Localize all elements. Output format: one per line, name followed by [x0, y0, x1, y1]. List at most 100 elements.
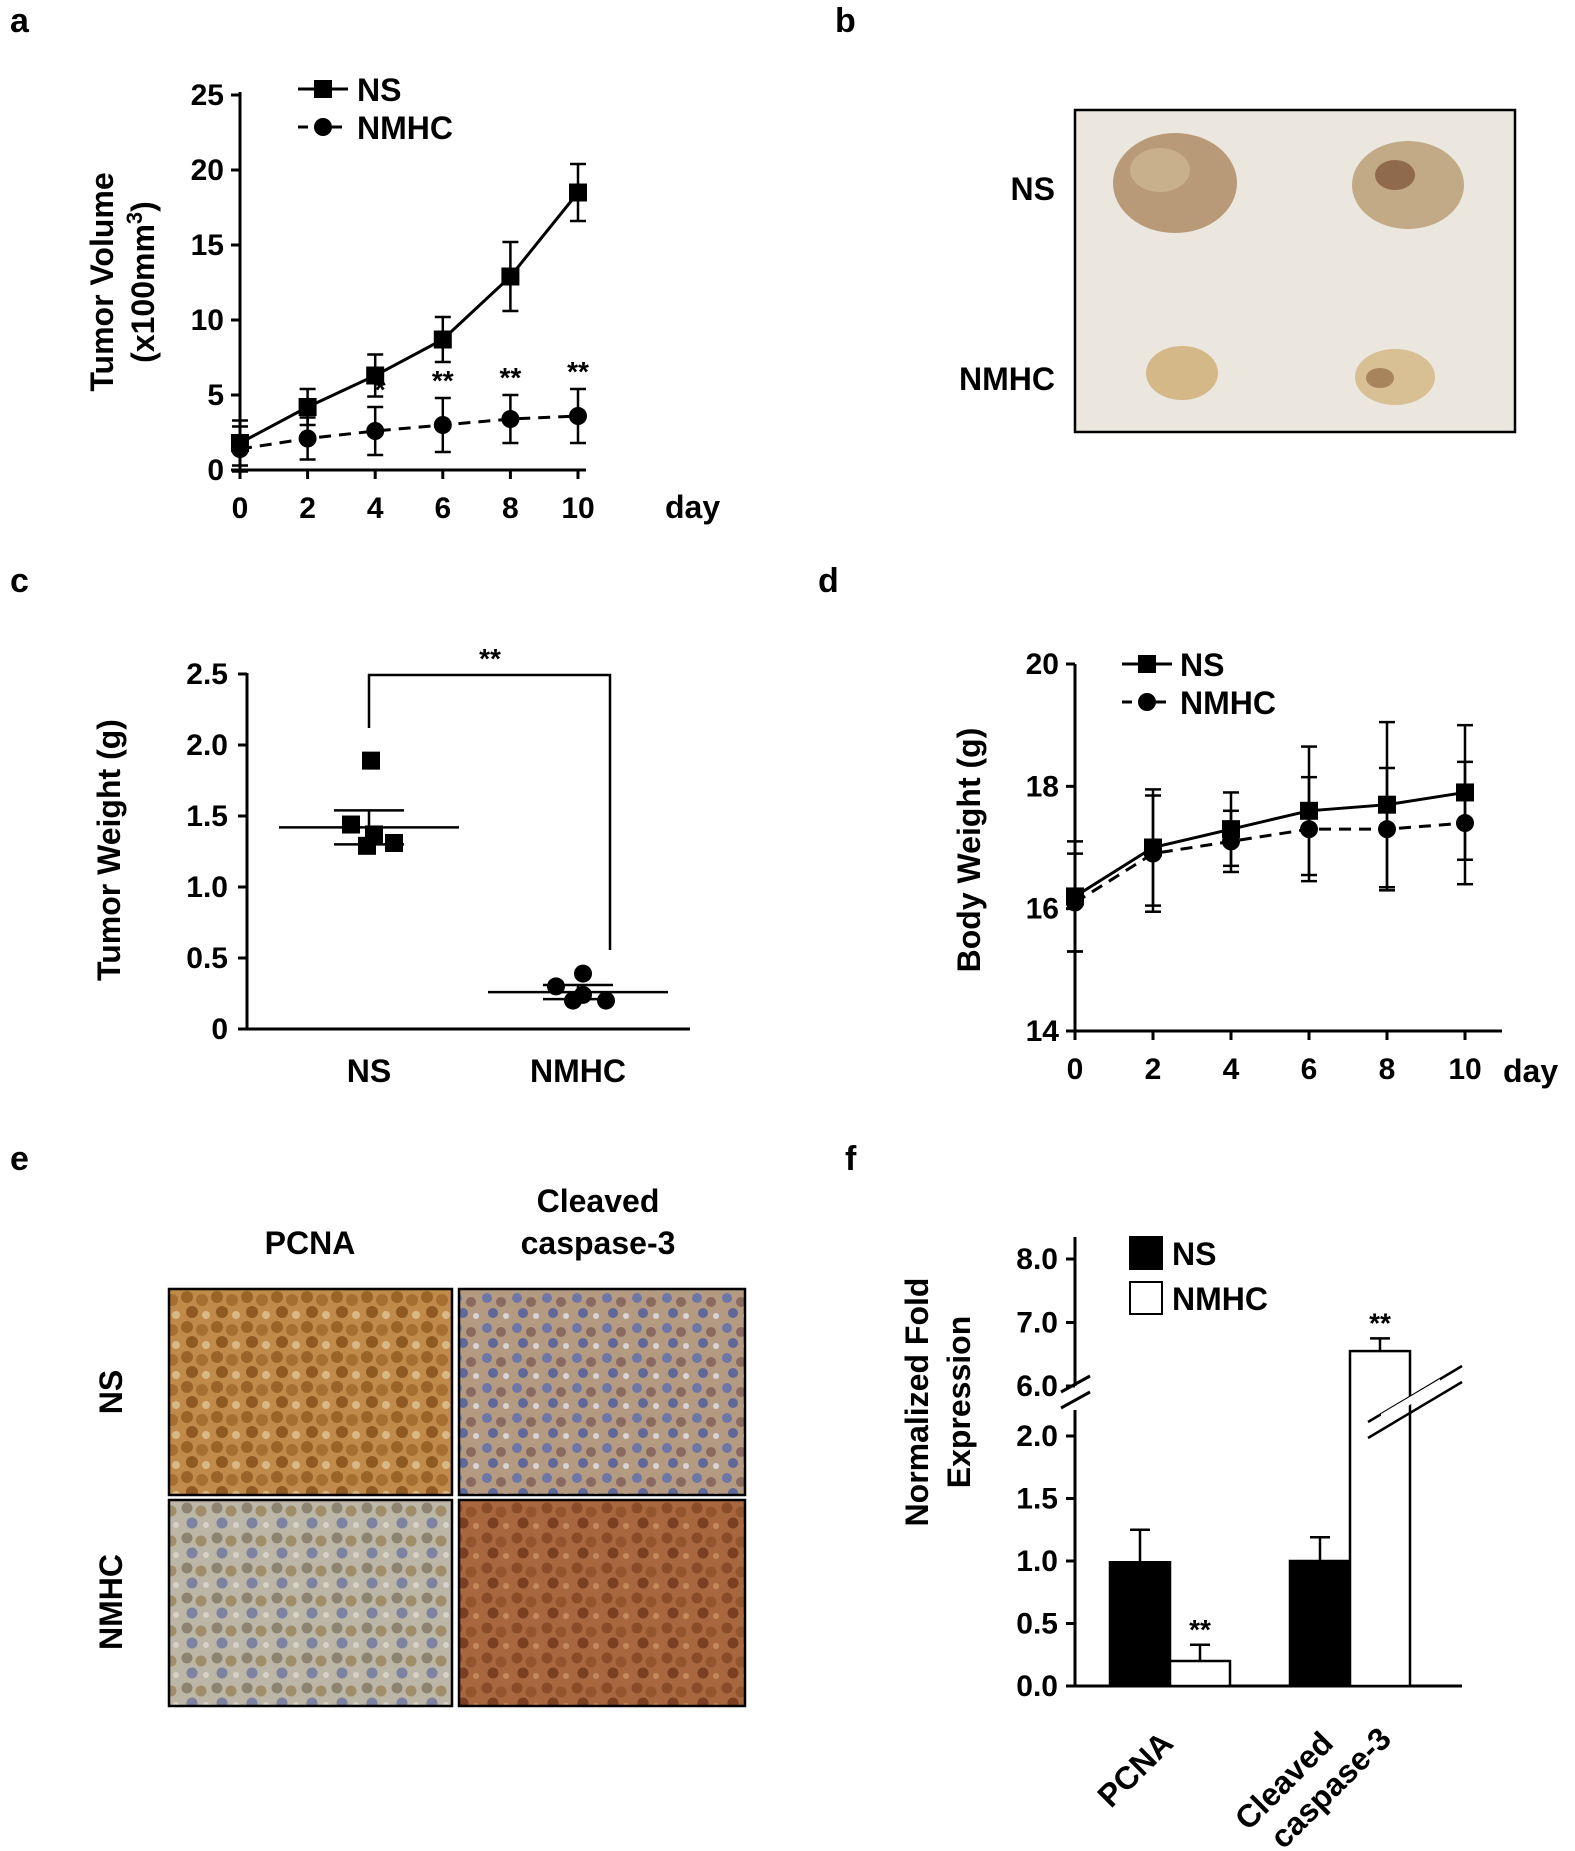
d-nmhc-line	[1074, 821, 1466, 904]
c-significance-bracket: **	[367, 643, 612, 950]
e-image-caspase-nmhc	[457, 1498, 747, 1708]
b-tumor-ns-2-shadow	[1375, 160, 1415, 190]
f-x-tick-0-line-0: PCNA	[1090, 1724, 1180, 1814]
a-x-tick-0: 0	[232, 492, 249, 525]
d-nmhc-point-2	[1222, 832, 1240, 851]
f-legend: NS NMHC	[1129, 1236, 1268, 1317]
d-legend-ns: NS	[1180, 647, 1224, 683]
a-y-axis-label-line1: Tumor Volume	[84, 172, 120, 391]
a-nmhc-point-1	[298, 429, 317, 448]
fold-expression-chart: 0.0 0.5 1.0 1.5 2.0 6.0 7.0 8.0 ** ** PCNA Cleave…	[899, 1236, 1463, 1851]
c-y-axis-label: Tumor Weight (g)	[91, 719, 127, 981]
c-nmhc-point-3	[597, 991, 615, 1010]
a-nmhc-line	[239, 414, 579, 451]
b-tumor-nmhc-1	[1146, 346, 1218, 400]
a-legend-nmhc: NMHC	[357, 110, 453, 146]
e-image-pcna-nmhc	[167, 1498, 454, 1708]
d-x-tick-5: 10	[1448, 1053, 1481, 1086]
f-y-tick-0: 0.0	[1016, 1670, 1058, 1703]
a-x-tick-3: 6	[434, 492, 451, 525]
d-y-tick-3: 20	[1026, 648, 1059, 681]
b-row-label-nmhc: NMHC	[959, 361, 1055, 397]
d-x-axis-label: day	[1503, 1053, 1558, 1089]
a-ns-point-5	[569, 183, 587, 202]
panel-label-f: f	[845, 1140, 857, 1178]
c-ns-point-4	[358, 836, 376, 855]
c-y-tick-2: 1.0	[186, 871, 228, 904]
e-image-pcna-ns	[167, 1287, 454, 1497]
f-bar-nmhc-0	[1168, 1659, 1232, 1688]
a-x-tick-1: 2	[299, 492, 316, 525]
d-y-tick-1: 16	[1026, 893, 1059, 926]
e-row-label-nmhc: NMHC	[93, 1554, 129, 1650]
c-y-tick-1: 0.5	[186, 942, 228, 975]
f-axis-break-mark-2	[1060, 1390, 1091, 1410]
c-ns-point-1	[342, 815, 360, 834]
f-y-tick-4: 2.0	[1016, 1420, 1058, 1453]
d-ns-line	[1074, 790, 1466, 898]
a-x-tick-2: 4	[367, 492, 384, 525]
c-y-tick-3: 1.5	[186, 800, 228, 833]
f-y-axis-label-line2: Expression	[941, 1316, 977, 1489]
e-col-label-cleaved: Cleaved	[537, 1183, 660, 1219]
tumor-photo: NS NMHC	[959, 108, 1517, 434]
body-weight-chart: 14 16 18 20 0 2 4 6 8 10 day Body Weight (g) NS …	[951, 647, 1558, 1089]
c-nmhc-point-4	[564, 991, 582, 1010]
f-bar-ns-0	[1108, 1561, 1172, 1688]
f-y-tick-3: 1.5	[1016, 1483, 1058, 1516]
f-bar-nmhc-0-significance: **	[1189, 1614, 1211, 1645]
a-ns-point-3	[433, 330, 452, 349]
panel-label-c: c	[10, 562, 29, 600]
ihc-images: PCNA Cleaved caspase-3 NS NMHC	[93, 1183, 747, 1708]
a-nmhc-point-2	[366, 422, 385, 440]
d-nmhc-point-1	[1144, 844, 1162, 863]
a-x-axis-label: day	[665, 489, 720, 525]
d-y-tick-0: 14	[1026, 1015, 1060, 1048]
f-bar-ns-1	[1288, 1559, 1352, 1688]
f-y-tick-6: 7.0	[1016, 1307, 1058, 1340]
f-legend-nmhc: NMHC	[1172, 1281, 1268, 1317]
a-y-tick-4: 20	[191, 154, 224, 187]
panel-label-b: b	[835, 2, 856, 40]
c-x-tick-nmhc: NMHC	[530, 1053, 626, 1089]
d-x-tick-2: 4	[1223, 1053, 1240, 1086]
a-y-tick-0: 0	[207, 454, 224, 487]
c-nmhc-point-0	[574, 964, 592, 983]
a-y-tick-1: 5	[207, 379, 224, 412]
f-legend-nmhc-swatch	[1129, 1281, 1163, 1315]
d-legend-nmhc-marker	[1138, 693, 1156, 711]
b-tumor-nmhc-2	[1355, 349, 1435, 405]
c-ns-point-0	[362, 751, 380, 770]
a-ns-point-4	[501, 267, 520, 286]
a-y-tick-2: 10	[191, 304, 224, 337]
d-y-axis-label: Body Weight (g)	[951, 728, 987, 973]
b-tumor-nmhc-2-shadow	[1366, 368, 1394, 388]
d-nmhc-point-5	[1456, 814, 1474, 833]
c-ns-point-3	[385, 833, 403, 852]
c-significance-stars: **	[479, 643, 501, 674]
panel-label-d: d	[818, 562, 839, 600]
d-y-tick-2: 18	[1026, 770, 1059, 803]
f-y-axis-label-line1: Normalized Fold	[899, 1278, 935, 1527]
a-legend-nmhc-marker	[314, 118, 332, 136]
d-legend-nmhc: NMHC	[1180, 685, 1276, 721]
a-ns-point-1	[298, 398, 317, 416]
a-legend: NS NMHC	[298, 72, 453, 146]
a-legend-ns-marker	[314, 80, 332, 98]
d-x-tick-4: 8	[1379, 1053, 1396, 1086]
a-ns-line	[239, 191, 580, 445]
panel-label-a: a	[10, 2, 30, 40]
panel-label-e: e	[10, 1140, 29, 1178]
a-y-tick-5: 25	[191, 79, 224, 112]
a-significance-4: **	[500, 362, 522, 393]
b-tumor-ns-1-highlight	[1130, 148, 1190, 192]
d-legend: NS NMHC	[1122, 647, 1276, 721]
e-row-label-ns: NS	[93, 1370, 129, 1414]
a-legend-ns: NS	[357, 72, 401, 108]
a-ns-point-2	[366, 366, 385, 385]
a-y-tick-3: 15	[191, 229, 224, 262]
a-nmhc-point-0	[231, 440, 249, 458]
a-nmhc-point-3	[433, 416, 452, 434]
f-legend-ns-swatch	[1129, 1236, 1163, 1270]
